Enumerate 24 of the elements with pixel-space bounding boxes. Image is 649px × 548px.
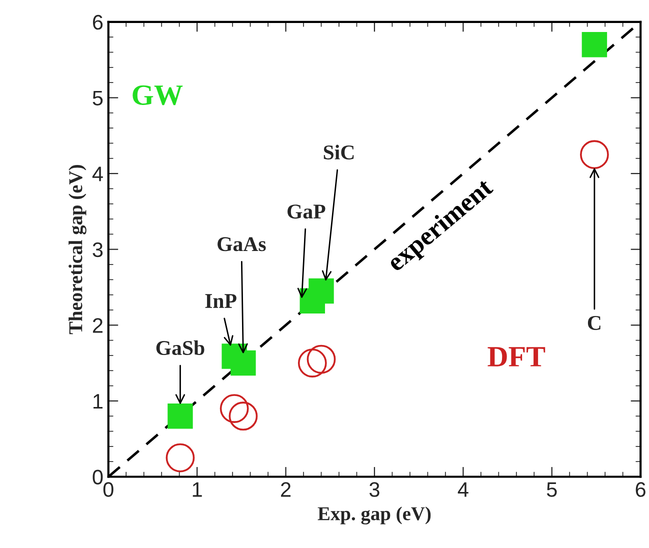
y-tick-label: 0	[92, 470, 103, 485]
x-tick-label: 4	[458, 482, 468, 497]
y-axis-title: Theoretical gap (eV)	[68, 165, 86, 334]
x-tick-label: 6	[636, 482, 646, 497]
annotation: GaAs	[218, 237, 266, 252]
annotation: SiC	[324, 144, 354, 160]
x-axis-title: Exp. gap (eV)	[318, 506, 431, 524]
annotation: GaSb	[156, 340, 204, 356]
y-tick-label: 6	[92, 14, 103, 30]
x-tick-label: 5	[546, 482, 557, 497]
text: DFT	[488, 347, 546, 366]
x-tick-label: 0	[103, 482, 114, 497]
annotation: InP	[205, 294, 236, 308]
y-tick-label: 1	[94, 394, 103, 408]
y-tick-label: 5	[92, 90, 103, 106]
x-tick-label: 2	[281, 482, 291, 497]
annotation: C	[588, 316, 600, 330]
y-tick-label: 4	[92, 166, 103, 182]
y-tick-label: 2	[92, 318, 102, 333]
x-tick-label: 3	[369, 482, 380, 497]
y-tick-label: 3	[92, 242, 103, 258]
text: GW	[132, 85, 183, 106]
x-tick-label: 1	[192, 482, 202, 497]
annotation: GaP	[288, 204, 326, 219]
